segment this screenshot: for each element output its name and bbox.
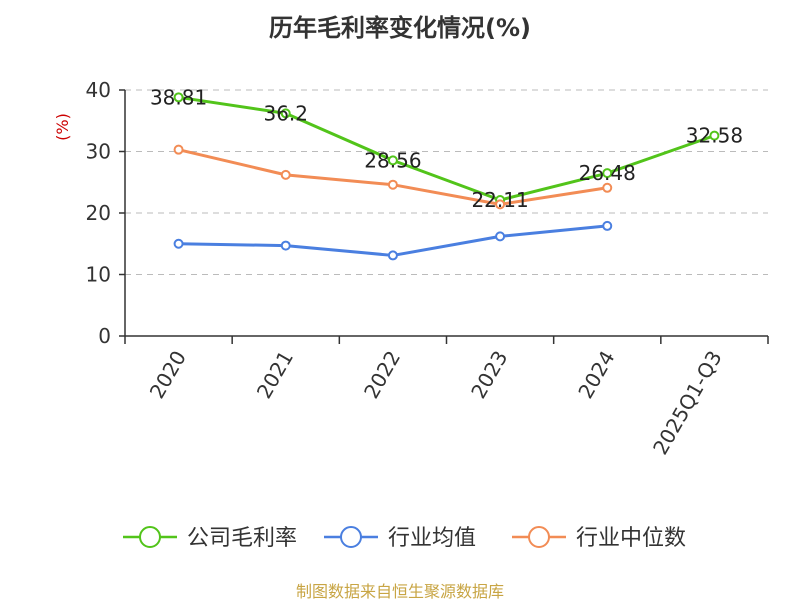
source-watermark: 制图数据来自恒生聚源数据库 <box>295 582 504 601</box>
y-tick-label: 0 <box>98 324 111 348</box>
grid-lines <box>125 89 768 275</box>
data-label: 22.11 <box>471 188 528 212</box>
data-label: 32.58 <box>686 124 743 148</box>
data-point <box>280 108 291 119</box>
data-point <box>495 199 506 210</box>
data-point <box>602 182 613 193</box>
series-lines <box>173 92 720 261</box>
axes: 0 10 20 30 40 2020 2021 2022 2023 2024 2025Q1-Q3 (%… <box>53 78 769 459</box>
data-point <box>173 92 184 103</box>
x-tick-label: 2022 <box>359 347 405 403</box>
data-point <box>173 238 184 249</box>
data-label: 26.48 <box>579 161 636 185</box>
x-tick-label: 2021 <box>252 347 298 403</box>
legend-item-2: 行业中位数 <box>512 526 686 551</box>
y-axis-unit-label: (%) <box>53 113 72 141</box>
x-tick-label: 2025Q1-Q3 <box>648 347 727 459</box>
y-tick-label: 30 <box>86 140 111 164</box>
legend: 公司毛利率 行业均值 行业中位数 <box>123 526 686 551</box>
data-point <box>387 179 398 190</box>
chart-title: 历年毛利率变化情况(%) <box>269 14 531 42</box>
x-tick-label: 2024 <box>573 347 619 403</box>
legend-swatch-marker <box>139 526 161 548</box>
y-tick-label: 10 <box>86 263 111 287</box>
data-point <box>602 220 613 231</box>
data-point <box>280 240 291 251</box>
data-label: 28.56 <box>364 148 421 172</box>
legend-item-0: 公司毛利率 <box>123 526 297 551</box>
data-point <box>173 144 184 155</box>
y-tick-label: 20 <box>86 201 111 225</box>
data-label: 38.81 <box>150 85 207 109</box>
legend-swatch-marker <box>528 526 550 548</box>
data-label: 36.2 <box>263 101 308 125</box>
legend-label: 公司毛利率 <box>187 526 297 551</box>
data-point <box>280 169 291 180</box>
x-tick-label: 2020 <box>145 347 191 403</box>
data-point <box>495 231 506 242</box>
legend-item-1: 行业均值 <box>324 526 476 551</box>
series-line-0 <box>178 95 715 202</box>
x-tick-label: 2023 <box>466 347 512 403</box>
data-point <box>387 155 398 166</box>
legend-label: 行业中位数 <box>576 526 686 551</box>
legend-label: 行业均值 <box>388 526 476 551</box>
legend-swatch-marker <box>340 526 362 548</box>
data-point <box>709 130 720 141</box>
data-labels: 38.81 36.2 28.56 22.11 26.48 32.58 <box>150 85 743 212</box>
data-point <box>602 168 613 179</box>
y-tick-label: 40 <box>86 78 111 102</box>
data-point <box>387 250 398 261</box>
